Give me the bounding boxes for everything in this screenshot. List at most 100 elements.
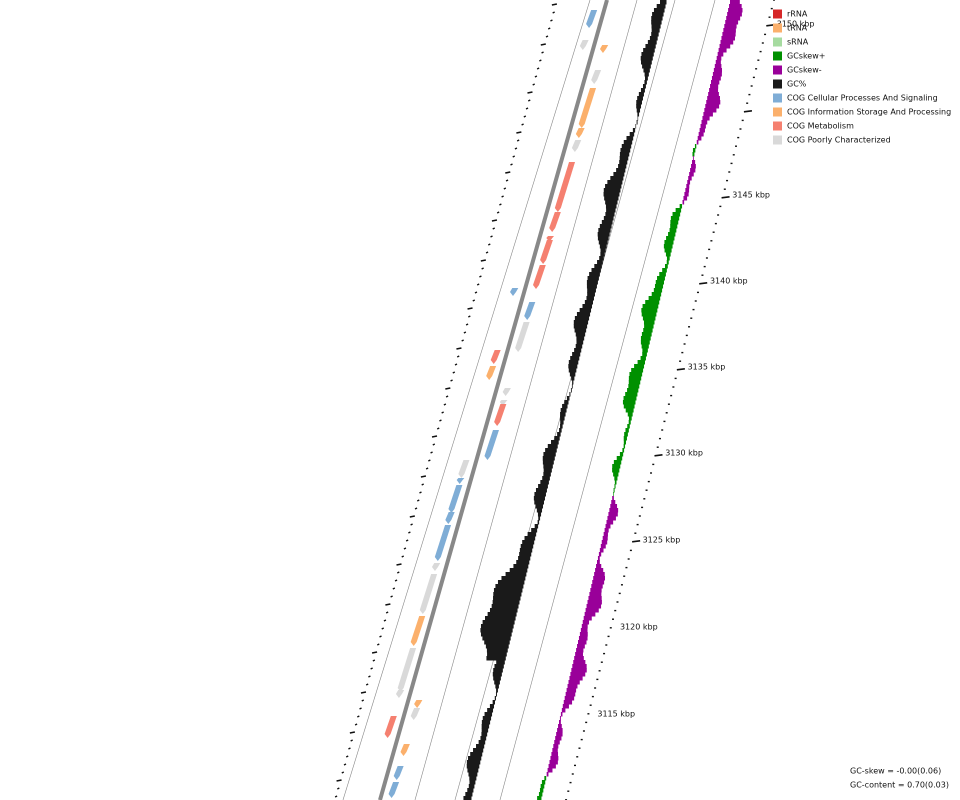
gc-skew-bar bbox=[573, 660, 586, 665]
legend: rRNA tRNA sRNA GCskew+ GCskew- GC% COG Cellula… bbox=[773, 9, 951, 145]
scale-tick bbox=[527, 91, 533, 94]
scale-tick bbox=[491, 219, 498, 222]
scale-tick bbox=[431, 435, 438, 438]
gc-content-bar bbox=[495, 684, 499, 689]
scale-tick bbox=[334, 795, 338, 798]
scale-tick bbox=[550, 19, 553, 22]
gc-content-bar bbox=[491, 604, 519, 609]
gc-content-bar bbox=[516, 560, 530, 565]
gc-skew-bar bbox=[657, 276, 665, 281]
gene bbox=[397, 648, 417, 692]
scale-tick bbox=[392, 587, 396, 590]
scale-tick bbox=[743, 110, 753, 113]
gc-skew-bar bbox=[559, 716, 561, 721]
scale-label: 3130 kbp bbox=[665, 449, 703, 458]
scale-tick bbox=[345, 755, 349, 758]
gc-skew-bar bbox=[628, 420, 631, 425]
gc-content-bar bbox=[470, 752, 483, 757]
legend-label: sRNA bbox=[787, 38, 809, 47]
gc-skew-bar bbox=[572, 664, 587, 669]
gc-content-bar bbox=[619, 152, 630, 157]
gc-content-bar bbox=[493, 596, 521, 601]
gc-skew-bar bbox=[628, 416, 632, 421]
gc-content-bar bbox=[493, 668, 503, 673]
gc-content-bar bbox=[562, 404, 568, 409]
gene bbox=[586, 10, 598, 28]
scale-label: 3120 kbp bbox=[620, 623, 658, 632]
gc-content-bar bbox=[573, 320, 589, 325]
gc-content-bar bbox=[480, 736, 487, 741]
gc-skew-bar bbox=[612, 464, 621, 469]
gc-skew-bar bbox=[554, 740, 560, 745]
gc-skew-bar bbox=[592, 580, 605, 585]
scale-tick bbox=[523, 115, 527, 118]
gc-content-bar bbox=[605, 204, 617, 209]
scale-tick bbox=[699, 282, 708, 285]
gc-content-bar bbox=[495, 584, 524, 589]
scale-tick bbox=[452, 371, 456, 374]
gc-content-bar bbox=[598, 240, 608, 245]
gc-skew-bar bbox=[593, 576, 606, 581]
gc-skew-bar bbox=[607, 516, 616, 521]
gc-content-bar bbox=[636, 108, 641, 113]
gc-content-bar bbox=[587, 292, 595, 297]
gc-skew-bar bbox=[622, 448, 625, 453]
legend-label: tRNA bbox=[787, 24, 808, 33]
gc-skew-bar bbox=[611, 500, 616, 505]
gc-skew-bar bbox=[546, 772, 549, 777]
gc-skew-bar bbox=[712, 72, 722, 77]
gc-content-bar bbox=[636, 104, 642, 109]
legend-swatch bbox=[773, 23, 782, 33]
gc-content-bar bbox=[579, 308, 592, 313]
gc-content-bar bbox=[584, 300, 593, 305]
gc-skew-bar bbox=[539, 788, 544, 793]
gene bbox=[448, 485, 463, 513]
gc-skew-bar bbox=[588, 596, 602, 601]
gc-content-bar bbox=[482, 636, 511, 641]
gc-content-bar bbox=[571, 384, 573, 389]
gc-skew-bar bbox=[670, 216, 680, 221]
scale-tick bbox=[371, 651, 378, 654]
gc-skew-bar bbox=[672, 212, 681, 217]
gc-skew-bar bbox=[567, 684, 578, 689]
gc-skew-bar bbox=[596, 564, 602, 569]
scale-tick bbox=[359, 707, 362, 710]
gc-content-bar bbox=[534, 524, 539, 529]
gc-skew-bar bbox=[569, 676, 583, 681]
gene bbox=[484, 430, 499, 460]
gc-content-bar bbox=[575, 332, 586, 337]
gc-skew-bar bbox=[609, 508, 619, 513]
scale-tick bbox=[532, 83, 536, 86]
scale-tick bbox=[472, 299, 476, 302]
scale-tick bbox=[381, 627, 385, 630]
gc-content-bar bbox=[597, 236, 609, 241]
gc-content-bar bbox=[519, 552, 532, 557]
gc-content-bar bbox=[574, 348, 582, 353]
gc-skew-bar bbox=[628, 380, 641, 385]
gc-content-bar bbox=[543, 452, 556, 457]
scale-tick bbox=[654, 454, 663, 457]
gc-skew-bar bbox=[645, 300, 660, 305]
gc-skew-bar bbox=[584, 612, 596, 617]
gc-content-bar bbox=[582, 304, 593, 309]
gc-skew-bar bbox=[691, 164, 696, 169]
gc-skew-bar bbox=[730, 0, 740, 5]
gc-skew-bar bbox=[585, 608, 599, 613]
gc-content-bar bbox=[551, 440, 559, 445]
gc-content-bar bbox=[484, 640, 510, 645]
gc-skew-bar bbox=[728, 8, 743, 13]
scale-tick bbox=[432, 443, 436, 446]
gc-content-bar bbox=[484, 712, 493, 717]
legend-label: COG Cellular Processes And Signaling bbox=[787, 94, 938, 103]
scale-tick bbox=[421, 483, 425, 486]
scale-tick bbox=[510, 163, 513, 166]
gc-skew-bar bbox=[594, 572, 605, 577]
gc-content-bar bbox=[543, 464, 553, 469]
scale-tick bbox=[349, 731, 356, 734]
gc-content-bar bbox=[605, 200, 618, 205]
gene bbox=[532, 265, 546, 289]
gc-skew-bar bbox=[701, 120, 708, 125]
gc-skew-bar bbox=[663, 244, 673, 249]
gc-content-bar bbox=[576, 336, 585, 341]
gene bbox=[414, 700, 423, 708]
